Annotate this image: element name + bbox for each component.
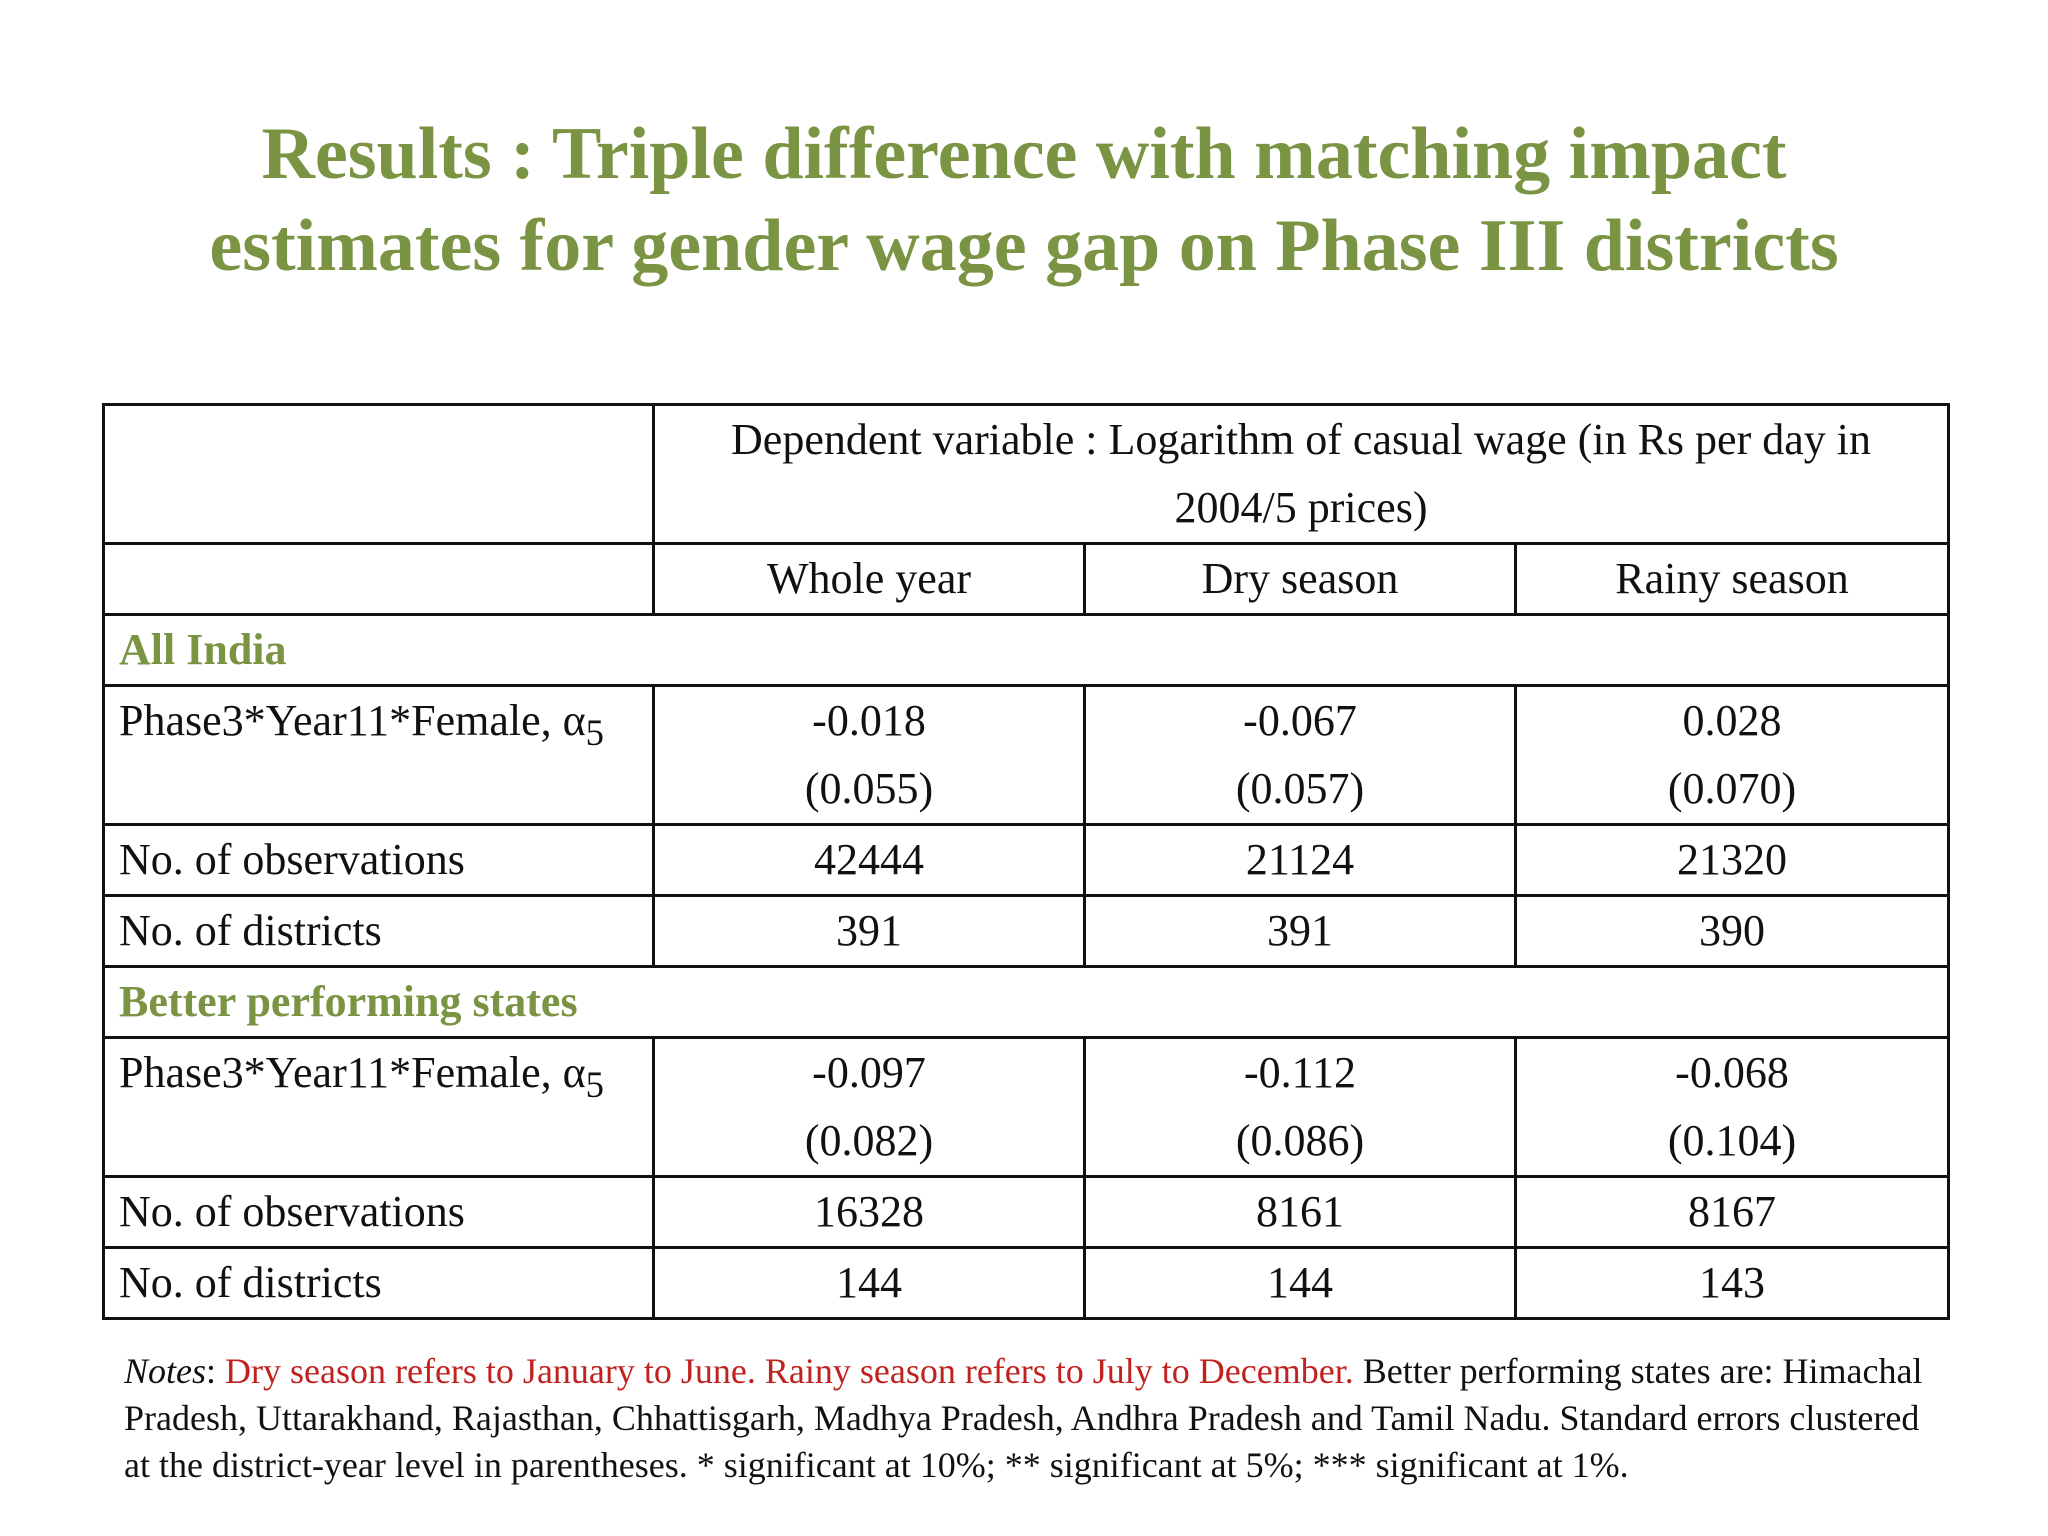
row-label-observations: No. of observations [102, 1175, 655, 1249]
districts-value: 391 [652, 894, 1086, 968]
row-label-coefficient: Phase3*Year11*Female, α5 [102, 684, 655, 826]
table-row-districts: No. of districts 391 391 390 [102, 894, 1951, 968]
notes-label: Notes [124, 1351, 207, 1391]
dependent-variable-line-1: Dependent variable : Logarithm of casual… [731, 415, 1871, 464]
coef-cell-whole-year: -0.018 (0.055) [652, 684, 1086, 826]
coef-label-text: Phase3*Year11*Female, α [119, 1048, 586, 1097]
row-label-districts: No. of districts [102, 894, 655, 968]
coef-cell-dry-season: -0.067 (0.057) [1083, 684, 1517, 826]
observations-value: 8161 [1083, 1175, 1517, 1249]
table-row-districts: No. of districts 144 144 143 [102, 1246, 1951, 1320]
notes-colon: : [206, 1351, 226, 1391]
observations-value: 8167 [1513, 1175, 1951, 1249]
row-label-districts: No. of districts [102, 1246, 655, 1320]
group-label-all-india: All India [101, 613, 1951, 687]
header-empty-cell [102, 403, 655, 545]
observations-value: 16328 [652, 1175, 1086, 1249]
districts-value: 144 [1083, 1246, 1517, 1320]
dependent-variable-line-2: 2004/5 prices) [1174, 483, 1428, 532]
dependent-variable-header: Dependent variable : Logarithm of casual… [651, 403, 1951, 545]
standard-error-value: (0.104) [1667, 1116, 1797, 1165]
coefficient-value: -0.067 [1243, 696, 1357, 745]
coefficient-value: -0.112 [1243, 1048, 1357, 1097]
table-row-coefficient: Phase3*Year11*Female, α5 -0.097 (0.082) … [102, 1036, 1951, 1178]
coef-cell-rainy-season: 0.028 (0.070) [1513, 684, 1951, 826]
standard-error-value: (0.057) [1235, 764, 1365, 813]
standard-error-value: (0.086) [1235, 1116, 1365, 1165]
table-row-coefficient: Phase3*Year11*Female, α5 -0.018 (0.055) … [102, 684, 1951, 826]
coef-cell-rainy-season: -0.068 (0.104) [1513, 1036, 1951, 1178]
coef-cell-dry-season: -0.112 (0.086) [1083, 1036, 1517, 1178]
header-row-columns: Whole year Dry season Rainy season [102, 542, 1951, 616]
coefficient-value: -0.097 [812, 1048, 926, 1097]
table-row-observations: No. of observations 42444 21124 21320 [102, 823, 1951, 897]
coefficient-value: -0.068 [1675, 1048, 1789, 1097]
slide-title-line-1: Results : Triple difference with matchin… [261, 113, 1787, 195]
standard-error-value: (0.070) [1667, 764, 1797, 813]
column-header-whole-year: Whole year [652, 542, 1086, 616]
column-header-dry-season: Dry season [1083, 542, 1517, 616]
notes-season-definitions: Dry season refers to January to June. Ra… [225, 1351, 1354, 1391]
group-row-all-india: All India [101, 613, 1951, 687]
notes-body: Better performing states are: Himachal P… [124, 1351, 1923, 1485]
coefficient-value: 0.028 [1682, 696, 1782, 745]
districts-value: 143 [1513, 1246, 1951, 1320]
results-table: Dependent variable : Logarithm of casual… [101, 403, 1951, 1320]
observations-value: 42444 [652, 823, 1086, 897]
header-row-dependent-variable: Dependent variable : Logarithm of casual… [102, 403, 1951, 545]
standard-error-value: (0.082) [804, 1116, 934, 1165]
group-row-better-performing-states: Better performing states [101, 965, 1951, 1039]
coef-cell-whole-year: -0.097 (0.082) [652, 1036, 1086, 1178]
coef-subscript: 5 [585, 1063, 604, 1105]
column-header-rainy-season: Rainy season [1513, 542, 1951, 616]
observations-value: 21320 [1513, 823, 1951, 897]
table-notes: Notes: Dry season refers to January to J… [124, 1348, 1924, 1489]
observations-value: 21124 [1083, 823, 1517, 897]
districts-value: 144 [652, 1246, 1086, 1320]
header-empty-cell [102, 542, 655, 616]
standard-error-value: (0.055) [804, 764, 934, 813]
coefficient-value: -0.018 [812, 696, 926, 745]
slide-title-line-2: estimates for gender wage gap on Phase I… [209, 205, 1839, 287]
slide-title: Results : Triple difference with matchin… [0, 108, 2048, 292]
districts-value: 390 [1513, 894, 1951, 968]
coef-label-text: Phase3*Year11*Female, α [119, 696, 586, 745]
group-label-better-performing-states: Better performing states [101, 965, 1951, 1039]
table-row-observations: No. of observations 16328 8161 8167 [102, 1175, 1951, 1249]
row-label-observations: No. of observations [102, 823, 655, 897]
row-label-coefficient: Phase3*Year11*Female, α5 [102, 1036, 655, 1178]
coef-subscript: 5 [585, 711, 604, 753]
districts-value: 391 [1083, 894, 1517, 968]
